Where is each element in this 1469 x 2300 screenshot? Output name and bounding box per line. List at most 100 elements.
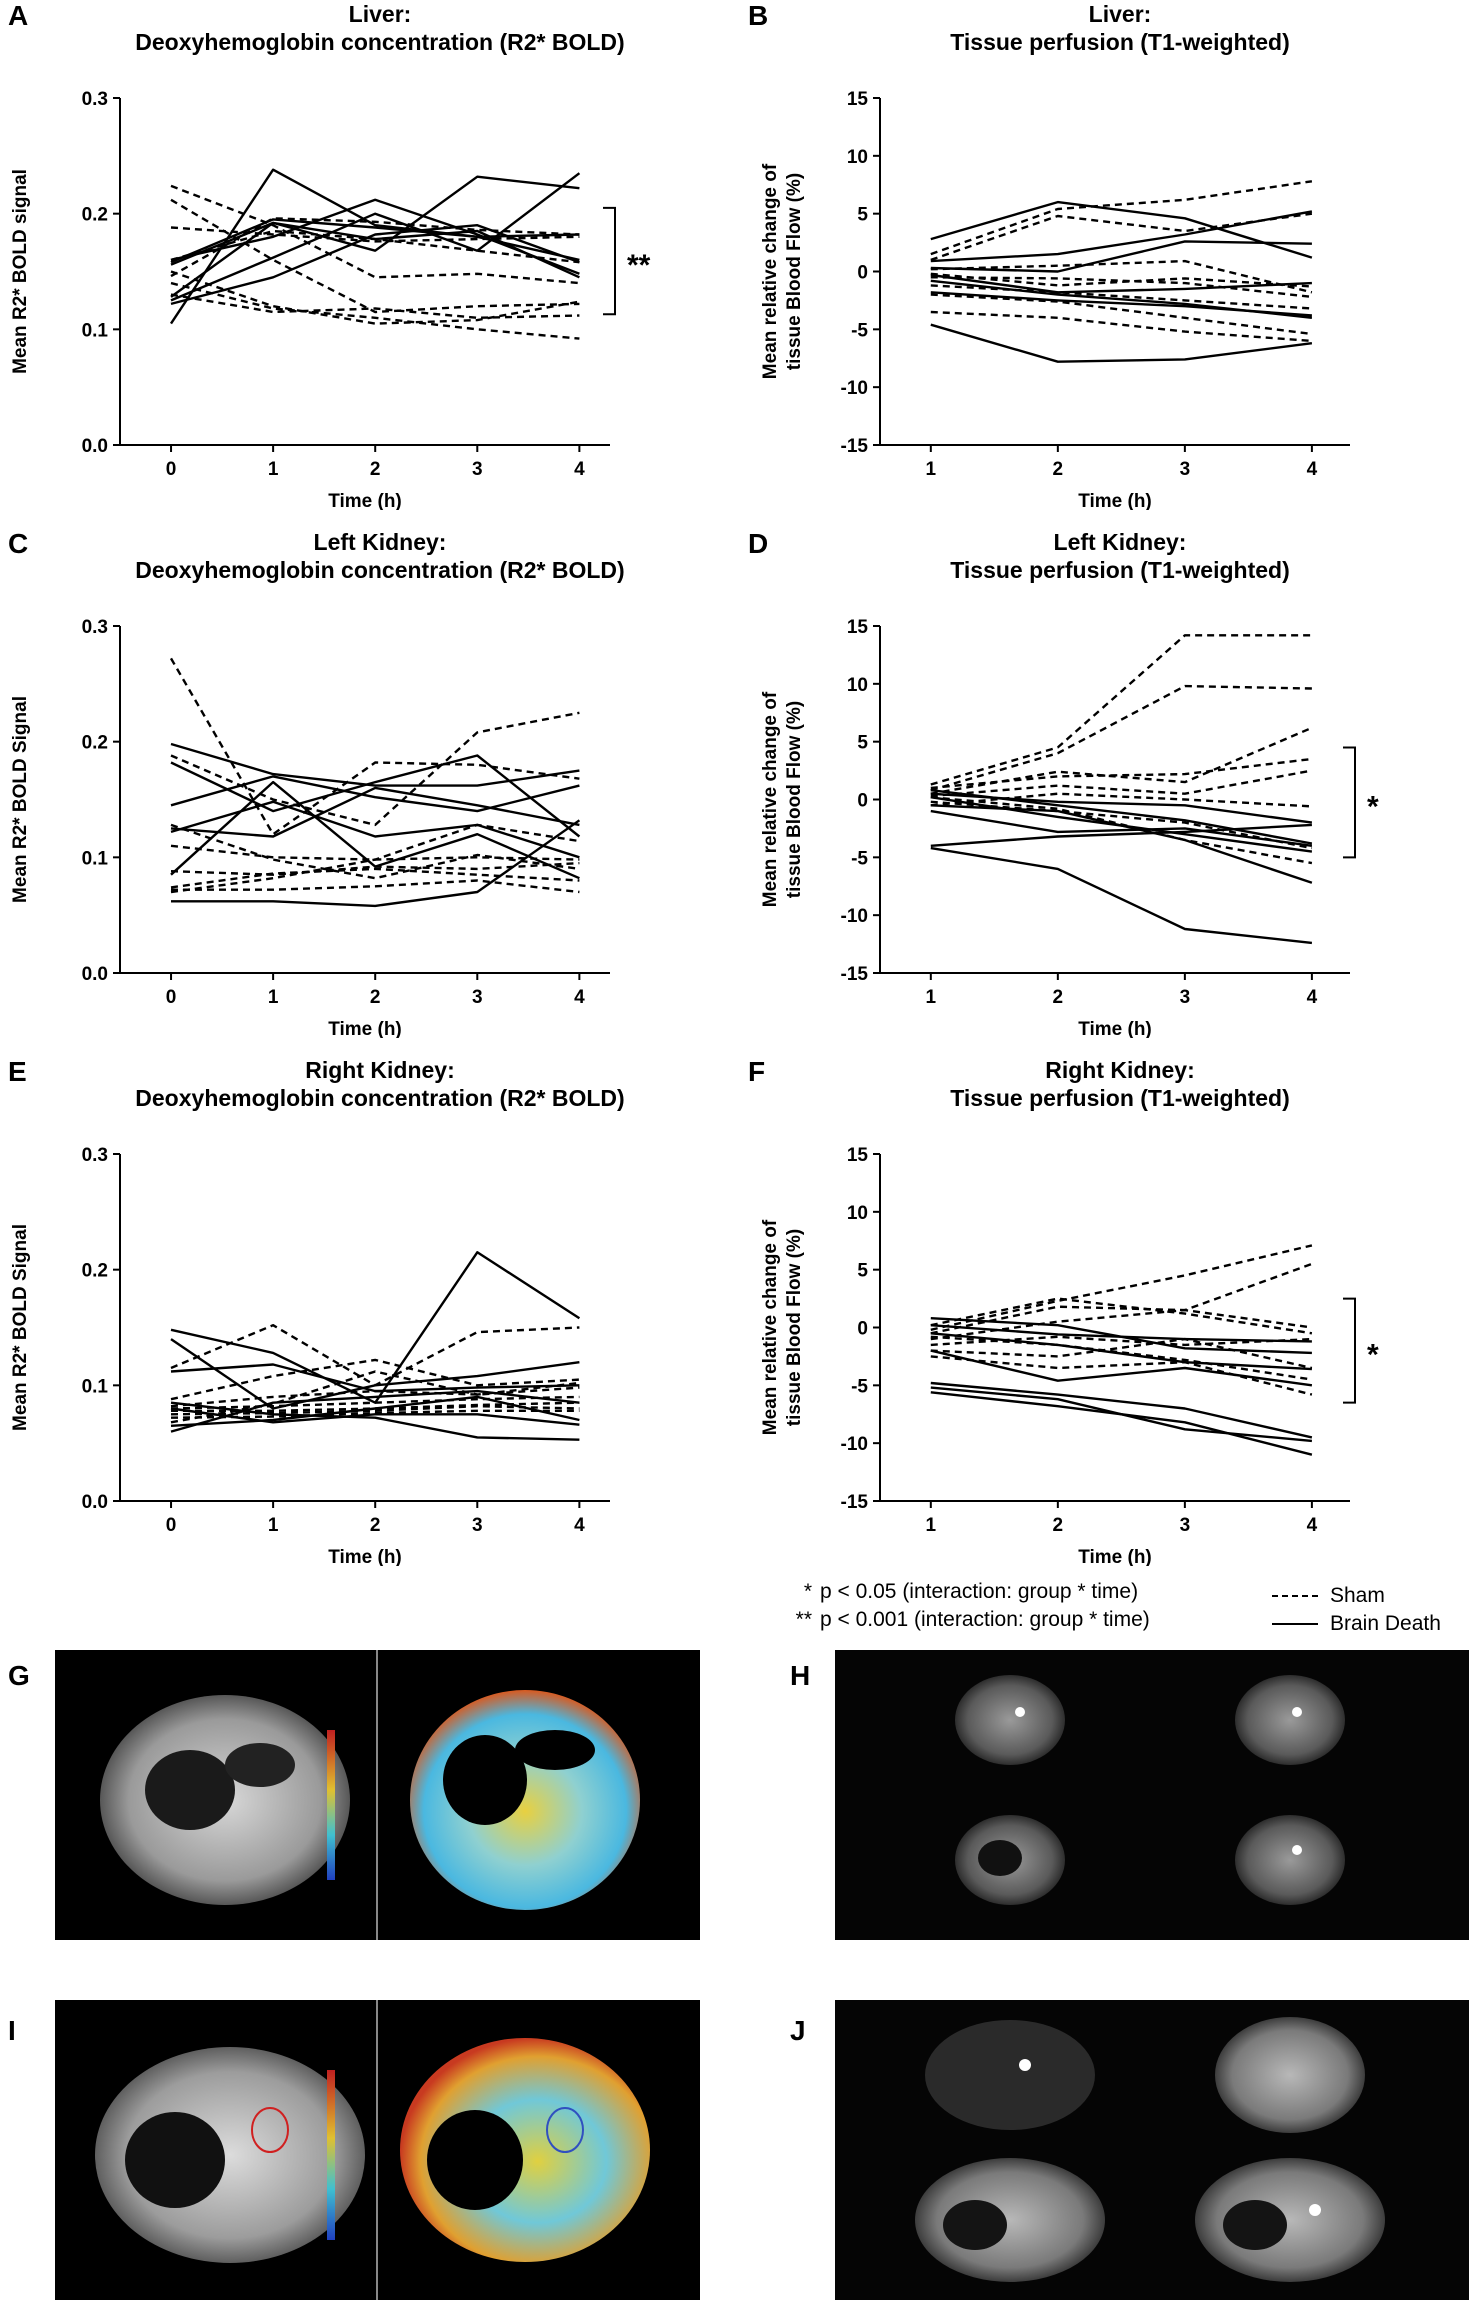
sham-series-line [170,198,580,314]
sham-series-line [930,684,1312,792]
y-tick-label: 5 [857,733,868,754]
brain-death-series-line [170,754,581,838]
y-tick-label: -5 [851,848,868,869]
y-axis-label-line: Mean relative change of [760,163,781,379]
brain-death-series-line [930,792,1313,824]
sham-series-line [170,711,580,827]
mri-image-g [55,1650,700,1940]
x-tick-label: 1 [268,987,279,1008]
y-tick-label: 10 [847,675,868,696]
sham-series-line [930,310,1312,343]
y-tick-label: 0 [857,263,868,284]
panel-title: Right Kidney: Tissue perfusion (T1-weigh… [800,1056,1440,1112]
brain-death-series-line [170,175,580,298]
sham-series-line [170,1358,580,1401]
y-tick-label: -15 [841,964,869,985]
title-line-1: Liver: [1088,1,1152,27]
brain-death-series-line [930,809,1313,847]
brain-death-series-line [170,1363,580,1393]
chart-left-kidney-bold: 0.0 0.1 0.2 0.3 0 1 2 3 4 Time (h) Mean R2* BOLD S… [10,617,610,1038]
brain-death-series-line [170,1251,581,1404]
significance-bracket [603,206,616,316]
y-axis-label: Mean relative change of tissue Blood Flow… [760,691,805,907]
chart-right-kidney-perfusion: -15 -10 -5 0 5 10 15 1 2 3 4 Time (h) Mean relative … [760,1145,1379,1566]
sham-series-line [170,270,580,325]
brain-death-series-line [930,200,1313,259]
x-axis-label: Time (h) [1078,1019,1152,1038]
brain-death-series-line [170,172,581,302]
sham-series-line [171,879,580,894]
y-tick-label: 5 [857,205,868,226]
brain-death-series-line [930,323,1313,363]
x-tick-label: 1 [926,1515,937,1536]
sham-series-line [930,634,1312,786]
sham-series-line [930,259,1313,294]
brain-death-series-line [930,1332,1312,1371]
legend: Sham Brain Death [1272,1582,1441,1638]
brain-death-series-line [930,1391,1313,1456]
chart-liver-bold: 0.0 0.1 0.2 0.3 0 1 2 3 4 Time (h) Mean R2* BOLD s… [10,89,651,510]
chart-liver-perfusion: -15 -10 -5 0 5 10 15 1 2 3 4 Time (h) Mean relative … [760,89,1350,510]
solid-line-swatch [1272,1623,1318,1625]
x-tick-label: 0 [166,987,177,1008]
legend-item-sham: Sham [1272,1582,1441,1610]
sham-series-line [170,1370,580,1424]
x-tick-label: 1 [268,459,279,480]
legend-item-brain-death: Brain Death [1272,1610,1441,1638]
y-tick-label: 0.1 [82,848,109,869]
brain-death-series-line [930,240,1312,273]
x-tick-label: 3 [1180,1515,1191,1536]
x-tick-label: 1 [926,459,937,480]
sham-series-line [930,1337,1313,1370]
sham-series-line [170,823,580,894]
y-axis-label-line: Mean relative change of [760,691,781,907]
x-tick-label: 3 [1180,459,1191,480]
y-tick-label: -15 [841,1492,869,1513]
panel-a: A Liver: Deoxyhemoglobin concentration (… [0,0,720,510]
y-tick-label: 0.0 [82,1492,108,1513]
x-tick-label: 3 [472,1515,483,1536]
y-tick-label: 0.3 [82,89,108,110]
y-axis-label-line: tissue Blood Flow (%) [784,1229,805,1426]
x-tick-label: 4 [1307,459,1318,480]
x-tick-label: 2 [1053,1515,1064,1536]
sham-series-line [170,867,580,889]
panel-title: Left Kidney: Tissue perfusion (T1-weight… [800,528,1440,584]
mri-image-i [55,2000,700,2300]
sham-series-line [930,293,1313,336]
brain-death-series-line [171,819,581,908]
brain-death-series-line [170,775,580,813]
brain-death-series-line [170,1395,580,1427]
y-tick-label: -10 [841,906,868,927]
x-tick-label: 0 [166,1515,177,1536]
x-tick-label: 2 [370,459,381,480]
title-line-2: Tissue perfusion (T1-weighted) [950,29,1290,55]
brain-death-series-line [930,1324,1312,1343]
y-tick-label: 0.1 [82,1376,109,1397]
x-tick-label: 3 [1180,987,1191,1008]
sham-series-line [930,1335,1313,1381]
x-tick-label: 2 [1053,459,1064,480]
x-axis-label: Time (h) [328,1019,402,1038]
panel-label: B [748,0,769,31]
sham-series-line [170,1324,580,1387]
panel-b: B Liver: Tissue perfusion (T1-weighted) … [740,0,1460,510]
title-line-1: Liver: [348,1,412,27]
title-line-1: Right Kidney: [1045,1057,1195,1083]
title-line-1: Right Kidney: [305,1057,455,1083]
title-line-2: Deoxyhemoglobin concentration (R2* BOLD) [135,557,625,583]
brain-death-series-line [930,210,1313,263]
chart-right-kidney-bold: 0.0 0.1 0.2 0.3 0 1 2 3 4 Time (h) Mean R2* BOLD S… [10,1145,610,1566]
y-tick-label: 0.2 [82,733,108,754]
y-axis-label-line: tissue Blood Flow (%) [784,173,805,370]
title-line-2: Deoxyhemoglobin concentration (R2* BOLD) [135,1085,625,1111]
y-tick-label: 0.2 [82,205,108,226]
panel-label: F [748,1056,766,1087]
footnote-single: * p < 0.05 (interaction: group * time) [790,1578,1150,1606]
y-tick-label: 15 [847,1145,869,1166]
significance-bracket [1343,1297,1356,1404]
y-tick-label: 10 [847,1203,868,1224]
y-tick-label: -15 [841,436,869,457]
x-tick-label: 4 [574,459,585,480]
brain-death-series-line [170,1407,580,1426]
